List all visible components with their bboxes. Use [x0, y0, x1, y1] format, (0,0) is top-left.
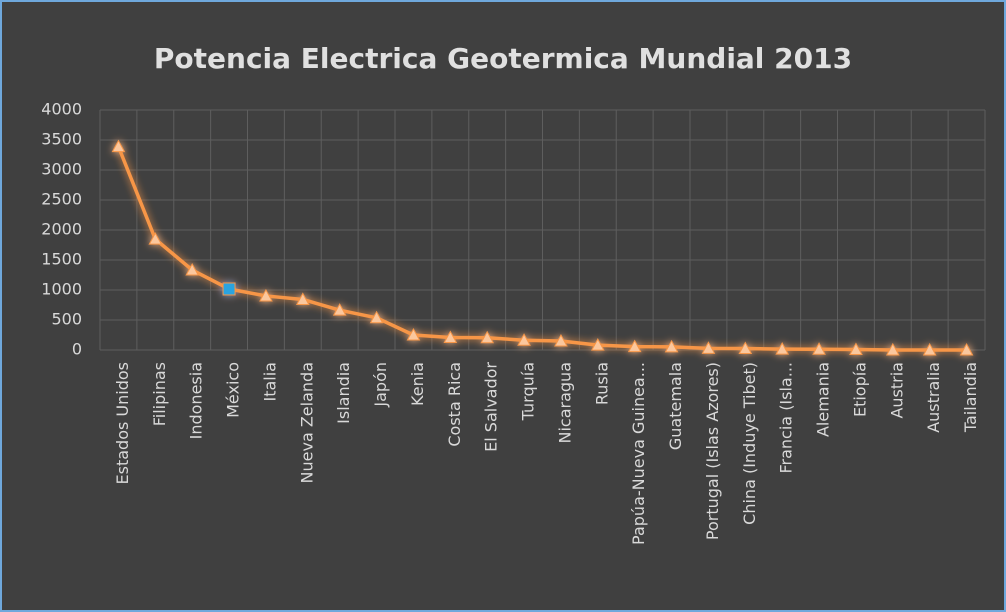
x-tick-label: Etiopía [850, 362, 869, 417]
highlight-marker [222, 282, 236, 296]
x-tick-label: Portugal (Islas Azores) [703, 362, 722, 540]
y-tick-label: 2000 [41, 220, 82, 239]
x-tick-label: Francia (Isla... [777, 362, 796, 474]
y-tick-label: 4000 [41, 100, 82, 119]
x-tick-label: Islandia [334, 362, 353, 424]
marker [738, 341, 753, 355]
chart-title: Potencia Electrica Geotermica Mundial 20… [154, 42, 852, 75]
marker [517, 333, 531, 346]
x-tick-label: Guatemala [666, 362, 685, 450]
y-tick-label: 1500 [41, 250, 82, 269]
marker [590, 338, 605, 351]
marker [701, 341, 716, 354]
x-tick-label: China (Induye Tibet) [740, 362, 759, 525]
x-tick-label: Austria [887, 362, 906, 419]
y-tick-label: 500 [51, 310, 82, 329]
x-tick-label: Filipinas [150, 362, 169, 426]
y-tick-label: 3000 [41, 160, 82, 179]
marker [443, 330, 458, 344]
marker [849, 342, 863, 356]
line [116, 146, 967, 352]
x-tick-label: Italia [260, 362, 279, 402]
y-tick-label: 1000 [41, 280, 82, 299]
marker [885, 342, 900, 356]
x-tick-label: Rusia [592, 362, 611, 405]
x-tick-label: Kenia [408, 362, 427, 406]
y-tick-label: 0 [72, 340, 82, 359]
x-tick-label: Papúa-Nueva Guinea... [629, 362, 648, 545]
marker [922, 342, 937, 356]
x-tick-label: Costa Rica [445, 362, 464, 447]
x-tick-label: Tailandia [961, 362, 980, 433]
marker [812, 342, 826, 355]
marker [148, 232, 163, 245]
marker [775, 342, 790, 355]
marker [554, 333, 568, 347]
x-tick-label: Nicaragua [555, 362, 574, 444]
x-tick-label: Indonesia [187, 362, 206, 439]
x-tick-label: Nueva Zelanda [297, 362, 316, 483]
series [111, 139, 974, 356]
x-tick-label: El Salvador [482, 362, 501, 452]
x-tick-label: Australia [924, 362, 943, 433]
marker [332, 303, 347, 316]
x-tick-label: Japón [371, 362, 390, 408]
marker [627, 339, 642, 353]
marker [480, 330, 495, 344]
marker [295, 292, 310, 305]
marker [664, 339, 679, 353]
marker [369, 310, 384, 324]
x-tick-label: México [224, 362, 243, 418]
y-tick-label: 3500 [41, 130, 82, 149]
x-tick-label: Alemania [814, 362, 833, 437]
x-tick-label: Estados Unidos [113, 362, 132, 484]
marker [406, 327, 421, 341]
marker [259, 288, 273, 302]
x-tick-label: Turquía [519, 362, 538, 421]
y-tick-label: 2500 [41, 190, 82, 209]
marker [185, 262, 200, 276]
marker [959, 342, 974, 356]
marker [111, 139, 126, 153]
